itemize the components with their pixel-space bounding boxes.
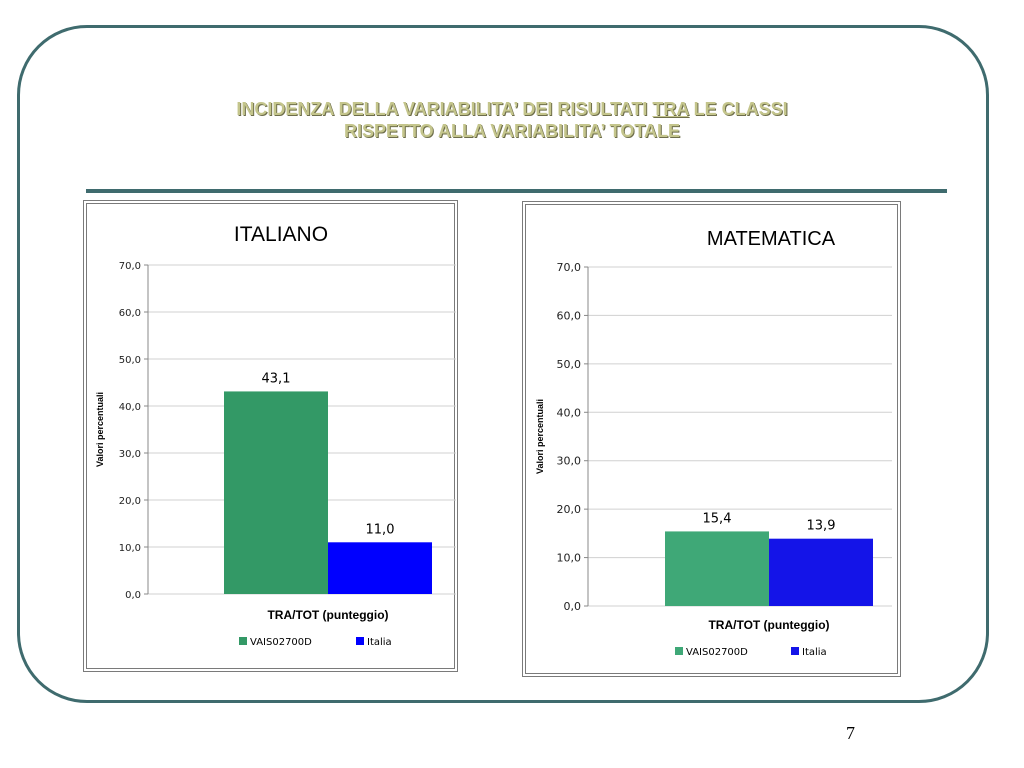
y-tick-label: 10,0: [119, 543, 141, 554]
y-tick-label: 20,0: [557, 503, 582, 516]
title-divider: [86, 189, 947, 193]
data-label: 13,9: [807, 519, 836, 534]
bar-vais02700d: [665, 531, 769, 606]
page-number: 7: [846, 723, 855, 743]
slide-title: INCIDENZA DELLA VARIABILITA’ DEI RISULTA…: [60, 98, 964, 142]
chart-italiano: ITALIANO 0,0 10,0 20,0 30,0 40,0 50,0 60,0 70,0 V…: [83, 200, 458, 672]
data-label: 11,0: [366, 522, 395, 537]
y-tick-label: 0,0: [125, 590, 141, 601]
chart-italiano-svg: ITALIANO 0,0 10,0 20,0 30,0 40,0 50,0 60,0 70,0 V…: [95, 223, 456, 648]
title-part1: INCIDENZA DELLA VARIABILITA’ DEI RISULTA…: [236, 99, 653, 119]
y-tick-label: 60,0: [557, 309, 582, 322]
x-axis-label: TRA/TOT (punteggio): [708, 618, 829, 632]
y-tick-label: 50,0: [119, 355, 141, 366]
y-tick-label: 60,0: [119, 308, 141, 319]
y-axis-label: Valori percentuali: [535, 399, 545, 474]
data-label: 43,1: [262, 371, 291, 386]
y-tick-label: 30,0: [557, 455, 582, 468]
bar-italia: [769, 538, 873, 606]
y-tick-label: 70,0: [119, 261, 141, 272]
y-tick-label: 40,0: [557, 406, 582, 419]
title-line2: RISPETTO ALLA VARIABILITA’ TOTALE: [343, 121, 680, 141]
bar-vais02700d: [224, 391, 328, 594]
chart-title: ITALIANO: [234, 223, 328, 246]
legend-label: Italia: [367, 637, 392, 648]
y-tick-label: 70,0: [557, 261, 582, 274]
x-axis-label: TRA/TOT (punteggio): [267, 608, 388, 622]
y-tick-label: 40,0: [119, 402, 141, 413]
title-part2: LE CLASSI: [688, 99, 788, 119]
legend-swatch: [675, 647, 683, 655]
chart-title: MATEMATICA: [707, 228, 836, 250]
legend-label: VAIS02700D: [686, 647, 748, 658]
y-tick-label: 50,0: [557, 358, 582, 371]
data-label: 15,4: [703, 511, 732, 526]
legend-label: Italia: [802, 647, 827, 658]
legend-swatch: [239, 637, 247, 645]
y-axis-label: Valori percentuali: [95, 392, 105, 467]
chart-matematica-svg: MATEMATICA 0,0 10,0 20,0 30,0 40,0 50,0 60,0 70,…: [535, 228, 892, 658]
title-tra: TRA: [652, 99, 689, 119]
y-tick-label: 0,0: [564, 600, 582, 613]
y-tick-label: 30,0: [119, 449, 141, 460]
legend-swatch: [356, 637, 364, 645]
chart-matematica: MATEMATICA 0,0 10,0 20,0 30,0 40,0 50,0 60,0 70,…: [522, 201, 901, 677]
legend-label: VAIS02700D: [250, 637, 312, 648]
y-tick-label: 10,0: [557, 552, 582, 565]
legend-swatch: [791, 647, 799, 655]
bar-italia: [328, 542, 432, 594]
y-tick-label: 20,0: [119, 496, 141, 507]
